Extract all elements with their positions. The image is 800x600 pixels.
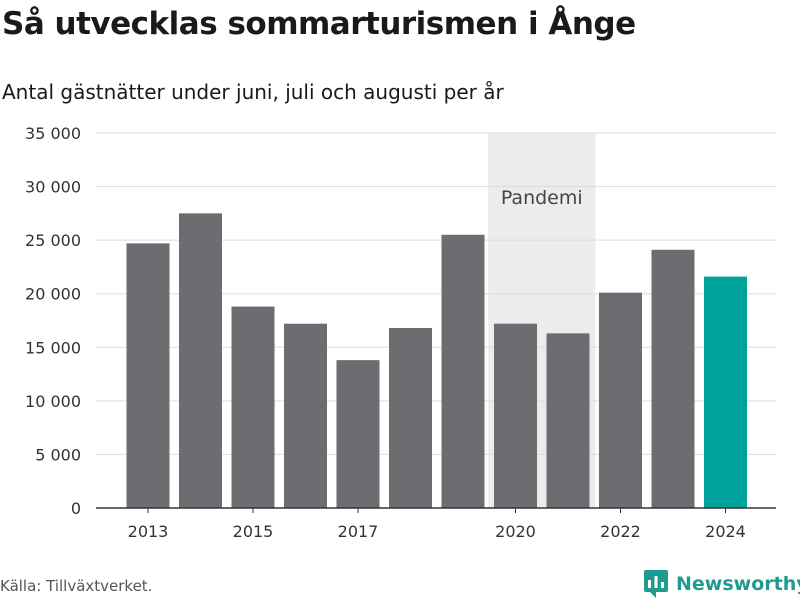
bar-2018: [389, 328, 432, 508]
y-tick-label: 30 000: [25, 178, 81, 197]
bar-2023: [651, 249, 695, 509]
bar-2014: [179, 213, 222, 508]
newsworthy-logo-text: Newsworthy: [676, 573, 800, 595]
newsworthy-logo-icon: [644, 570, 668, 598]
y-tick-label: 15 000: [25, 338, 81, 357]
bar-2019: [441, 234, 485, 509]
bar-2015: [231, 306, 275, 508]
x-tick-label: 2022: [600, 522, 641, 541]
bar-2017: [336, 360, 380, 508]
y-tick-label: 0: [71, 499, 81, 518]
x-tick-label: 2020: [495, 522, 536, 541]
bar-2013: [126, 243, 170, 508]
x-tick-label: 2024: [705, 522, 746, 541]
x-tick-label: 2015: [233, 522, 274, 541]
chart-title: Så utvecklas sommarturismen i Ånge: [2, 6, 636, 42]
newsworthy-logo: Newsworthy: [644, 570, 800, 598]
bar-2022: [599, 292, 642, 508]
bar-2020: [494, 323, 537, 508]
y-tick-label: 25 000: [25, 231, 81, 250]
y-tick-label: 10 000: [25, 392, 81, 411]
y-tick-label: 35 000: [25, 124, 81, 143]
y-tick-label: 20 000: [25, 285, 81, 304]
x-tick-label: 2013: [128, 522, 169, 541]
x-tick-label: 2017: [338, 522, 379, 541]
chart-subtitle: Antal gästnätter under juni, juli och au…: [2, 80, 504, 104]
source-note: Källa: Tillväxtverket.: [0, 577, 153, 595]
pandemic-label: Pandemi: [501, 187, 583, 209]
bar-2024: [704, 276, 747, 508]
y-tick-label: 5 000: [35, 445, 81, 464]
bar-2021: [546, 333, 590, 508]
bar-2016: [284, 323, 327, 508]
